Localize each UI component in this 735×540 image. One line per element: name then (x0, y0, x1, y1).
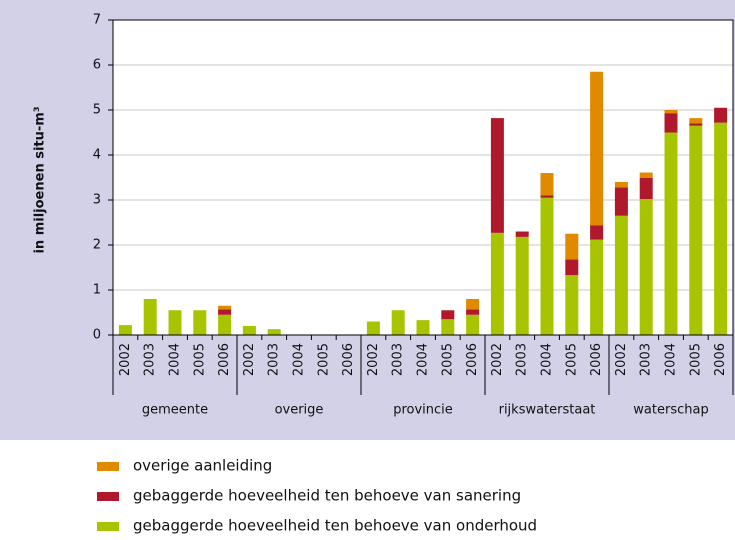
x-tick-label: 2005 (316, 343, 331, 376)
x-tick-label: 2006 (341, 343, 356, 376)
x-tick-label: 2005 (688, 343, 703, 376)
y-tick-label: 3 (93, 193, 101, 208)
bar-segment (565, 233, 579, 260)
legend-label: overige aanleiding (133, 457, 272, 475)
x-tick-label: 2002 (614, 343, 629, 376)
bar-segment (590, 71, 604, 226)
bar-segment (639, 177, 653, 200)
y-axis-label: in miljoenen situ-m³ (33, 106, 48, 253)
bar-segment (540, 173, 554, 196)
x-tick-label: 2006 (217, 343, 232, 376)
bar-segment (466, 309, 480, 315)
y-tick-label: 0 (93, 328, 101, 343)
bar-segment (218, 309, 232, 315)
x-tick-label: 2004 (540, 343, 555, 376)
x-tick-label: 2003 (267, 343, 282, 376)
bar-segment (664, 132, 678, 335)
bar-segment (689, 123, 703, 126)
bar-segment (267, 329, 281, 335)
x-tick-label: 2003 (515, 343, 530, 376)
bar-segment (664, 110, 678, 114)
bar-segment (689, 118, 703, 124)
x-tick-label: 2005 (440, 343, 455, 376)
bar-segment (515, 236, 529, 335)
bar-segment (242, 326, 256, 335)
bar-segment (490, 118, 504, 233)
bar-segment (416, 320, 430, 335)
bar-segment (466, 314, 480, 335)
plot-area (113, 20, 733, 335)
bar-segment (714, 107, 728, 123)
bar-segment (515, 231, 529, 237)
x-tick-label: 2005 (192, 343, 207, 376)
x-tick-label: 2002 (490, 343, 505, 376)
x-tick-label: 2003 (639, 343, 654, 376)
group-label: provincie (393, 403, 453, 418)
x-tick-label: 2003 (391, 343, 406, 376)
bar-segment (490, 232, 504, 335)
group-label: overige (275, 403, 324, 418)
bar-segment (590, 225, 604, 240)
bar-segment (689, 125, 703, 335)
x-tick-label: 2005 (564, 343, 579, 376)
bar-segment (565, 259, 579, 276)
group-label: gemeente (142, 403, 208, 418)
x-tick-label: 2002 (118, 343, 133, 376)
bar-segment (441, 310, 455, 320)
bar-segment (366, 321, 380, 335)
y-tick-label: 7 (93, 13, 101, 28)
bar-segment (639, 172, 653, 178)
x-tick-label: 2003 (143, 343, 158, 376)
legend-swatch (97, 462, 119, 471)
bar-segment (614, 187, 628, 216)
x-tick-label: 2004 (168, 343, 183, 376)
y-tick-label: 2 (93, 238, 101, 253)
bar-segment (218, 314, 232, 335)
bar-segment (540, 195, 554, 198)
y-tick-label: 5 (93, 103, 101, 118)
bar-segment (714, 122, 728, 335)
legend-swatch (97, 522, 119, 531)
legend-swatch (97, 492, 119, 501)
bar-segment (193, 310, 207, 335)
bar-segment (391, 310, 405, 335)
y-tick-label: 1 (93, 283, 101, 298)
group-label: waterschap (633, 403, 708, 418)
y-tick-label: 4 (93, 148, 101, 163)
bar-segment (614, 215, 628, 335)
bar-segment (441, 319, 455, 335)
x-tick-label: 2004 (664, 343, 679, 376)
bar-segment (639, 199, 653, 335)
y-tick-label: 6 (93, 58, 101, 73)
plot-frame (112, 19, 734, 336)
bar-segment (168, 310, 182, 335)
group-label: rijkswaterstaat (499, 403, 596, 418)
bar-segment (614, 182, 628, 188)
bar-segment (218, 305, 232, 310)
legend-label: gebaggerde hoeveelheid ten behoeve van s… (133, 487, 521, 505)
x-tick-label: 2006 (465, 343, 480, 376)
x-tick-label: 2006 (589, 343, 604, 376)
bar-segment (590, 239, 604, 335)
x-tick-label: 2006 (713, 343, 728, 376)
bar-segment (118, 325, 132, 335)
bar-segment (466, 299, 480, 310)
bar-segment (540, 197, 554, 335)
bar-segment (565, 275, 579, 335)
legend-label: gebaggerde hoeveelheid ten behoeve van o… (133, 517, 537, 535)
x-tick-label: 2004 (416, 343, 431, 376)
x-tick-label: 2002 (242, 343, 257, 376)
x-tick-label: 2002 (366, 343, 381, 376)
x-tick-label: 2004 (292, 343, 307, 376)
bar-segment (143, 299, 157, 335)
bar-segment (664, 113, 678, 133)
